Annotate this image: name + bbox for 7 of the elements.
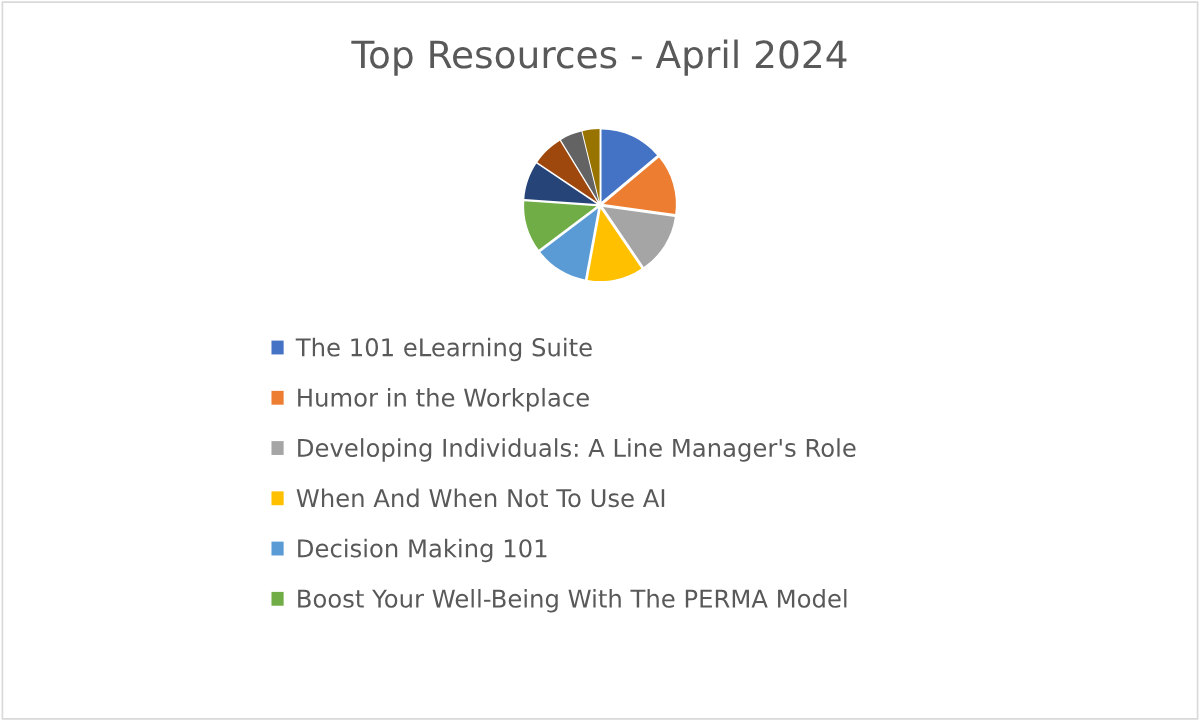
legend-label: Decision Making 101 — [298, 538, 547, 563]
legend-label: Developing Individuals: A Line Manager's Role — [298, 438, 856, 462]
legend-label: When And When Not To Use AI — [296, 488, 665, 508]
chart-title: Top Resources - April 2024 — [351, 39, 847, 76]
legend-label: The 101 eLearning Suite — [295, 337, 592, 362]
legend-label: Humor in the Workplace — [298, 387, 589, 412]
legend-label: Boost Your Well-Being With The PERMA Model — [298, 588, 847, 613]
